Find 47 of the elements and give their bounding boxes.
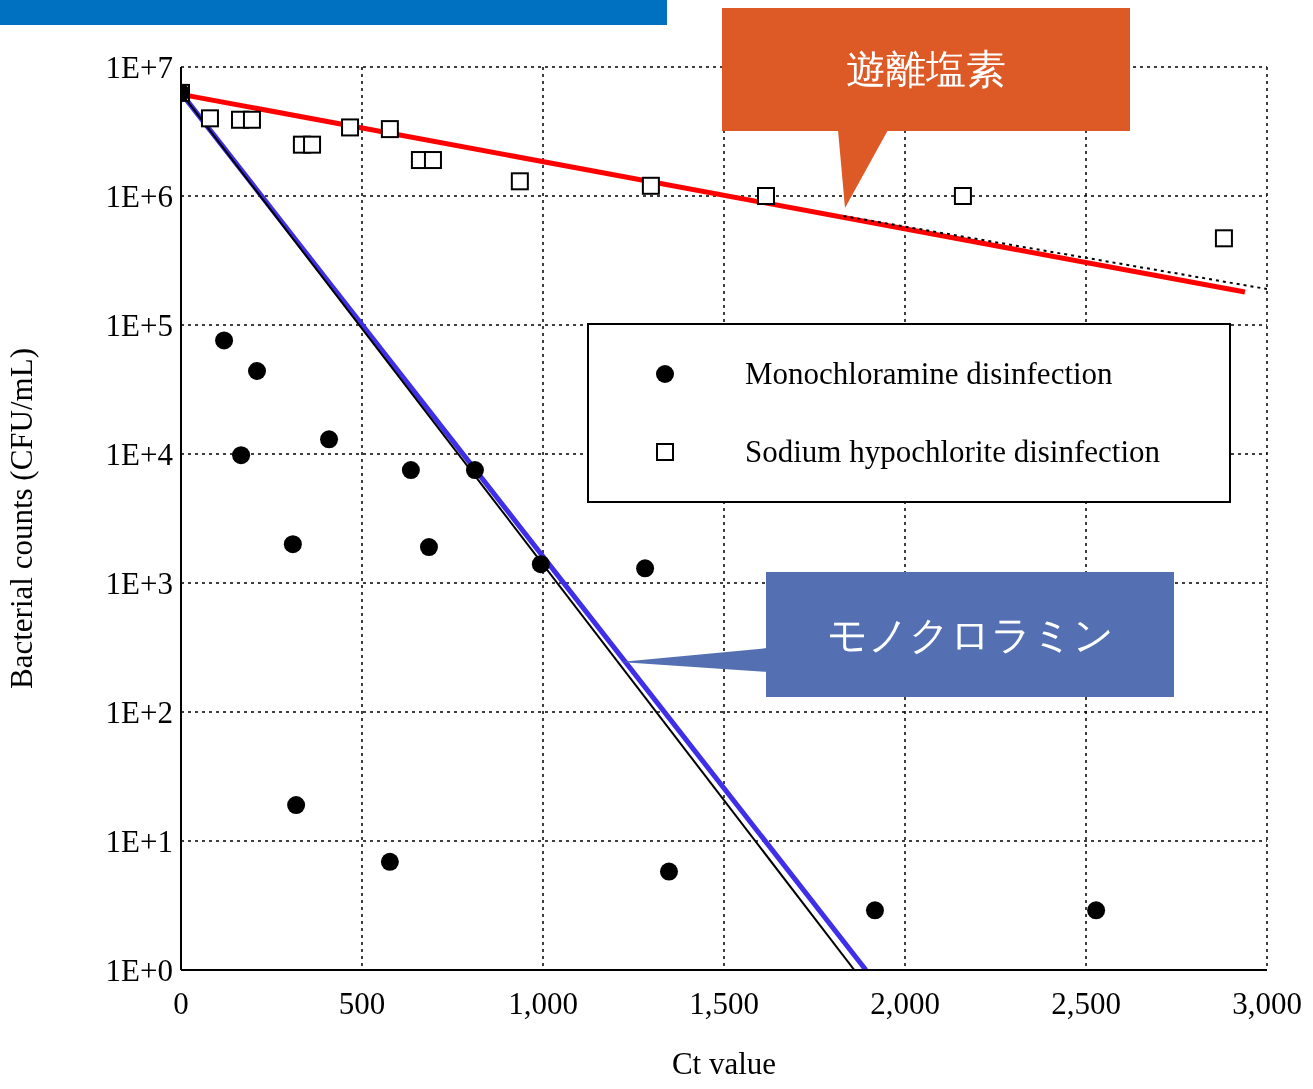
x-axis-title: Ct value — [671, 1046, 777, 1081]
point — [341, 118, 360, 137]
point — [200, 109, 219, 128]
point — [419, 538, 438, 557]
point — [232, 446, 251, 465]
point — [1087, 901, 1106, 920]
point — [659, 862, 678, 881]
legend-label: Monochloramine disinfection — [745, 356, 1113, 392]
x-tick-label: 2,500 — [1051, 986, 1121, 1022]
y-tick-label: 1E+4 — [105, 437, 174, 473]
y-tick-label: 1E+0 — [105, 953, 173, 989]
point — [320, 430, 339, 449]
x-tick-label: 1,000 — [508, 986, 578, 1022]
point — [641, 176, 660, 195]
x-tick-label: 3,000 — [1232, 986, 1302, 1022]
point — [953, 187, 972, 205]
point — [531, 555, 550, 574]
point — [215, 331, 234, 350]
point — [636, 559, 655, 578]
y-axis-title: Bacterial counts (CFU/mL) — [4, 348, 40, 689]
y-tick-label: 1E+1 — [105, 824, 173, 860]
point — [1214, 229, 1233, 248]
legend-label: Sodium hypochlorite disinfection — [745, 434, 1161, 470]
y-tick-label: 1E+2 — [105, 695, 173, 731]
x-tick-label: 0 — [173, 986, 189, 1022]
x-tick-label: 500 — [338, 986, 386, 1022]
x-tick-label: 2,000 — [870, 986, 940, 1022]
point — [423, 151, 442, 170]
point — [465, 461, 484, 480]
x-tick-label: 1,500 — [689, 986, 759, 1022]
point — [287, 796, 306, 815]
point — [380, 120, 399, 139]
point — [303, 135, 322, 154]
point — [401, 461, 420, 480]
y-tick-label: 1E+6 — [105, 179, 173, 215]
point — [380, 852, 399, 871]
annotation: 遊離塩素 — [846, 46, 1006, 92]
y-tick-label: 1E+7 — [105, 50, 173, 85]
point — [756, 187, 775, 205]
y-tick-label: 1E+5 — [105, 308, 173, 344]
annotation: モノクロラミン — [826, 611, 1114, 658]
point — [248, 362, 267, 380]
y-tick-label: 1E+3 — [105, 566, 173, 602]
point — [865, 901, 884, 920]
point — [242, 110, 261, 129]
point — [283, 535, 302, 554]
point — [510, 172, 529, 191]
